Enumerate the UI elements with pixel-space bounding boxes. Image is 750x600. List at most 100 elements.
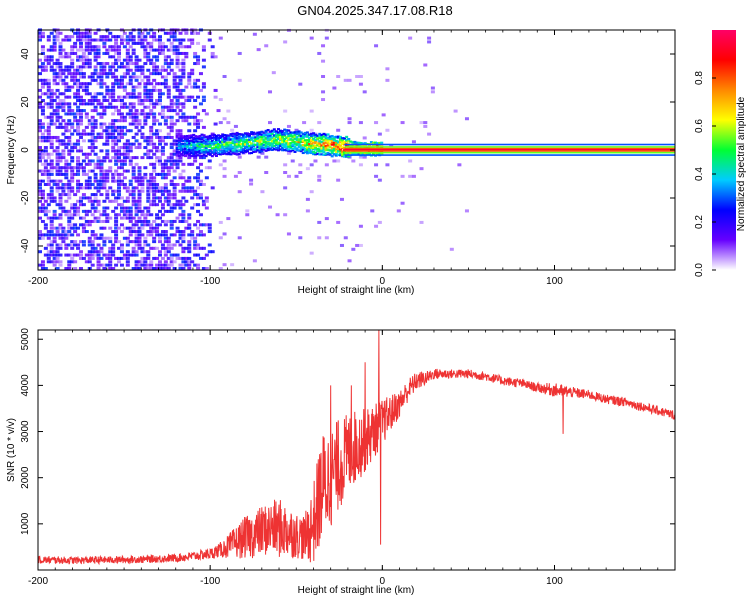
heatmap-ridge-cell xyxy=(192,133,196,137)
heatmap-cell xyxy=(119,246,124,250)
heatmap-cell xyxy=(201,85,206,89)
heatmap-cell xyxy=(55,135,60,139)
heatmap-ridge-cell xyxy=(287,142,291,145)
heatmap-cell xyxy=(111,209,116,213)
heatmap-cell xyxy=(181,216,186,220)
heatmap-cell xyxy=(58,105,63,109)
heatmap-cell xyxy=(169,162,174,166)
heatmap-cell xyxy=(70,169,75,173)
heatmap-ridge-cell xyxy=(181,150,185,153)
heatmap-cell xyxy=(336,178,341,182)
heatmap-ridge-cell xyxy=(301,148,305,151)
heatmap-ridge-cell xyxy=(328,135,332,138)
heatmap-cell xyxy=(137,169,142,173)
heatmap-cell xyxy=(187,78,192,82)
heatmap-cell xyxy=(181,105,186,109)
heatmap-cell xyxy=(430,86,435,90)
heatmap-cell xyxy=(70,48,75,52)
heatmap-cell xyxy=(96,92,101,96)
heatmap-cell xyxy=(210,186,215,190)
heatmap-cell xyxy=(38,152,42,156)
heatmap-ridge-cell xyxy=(206,138,210,141)
heatmap-cell xyxy=(38,102,42,106)
heatmap-cell xyxy=(46,122,51,126)
heatmap-cell xyxy=(187,129,192,133)
heatmap-cell xyxy=(108,65,113,69)
heatmap-cell xyxy=(149,129,154,133)
heatmap-cell xyxy=(321,98,326,102)
heatmap-cell xyxy=(152,88,157,92)
heatmap-ridge-cell xyxy=(245,145,249,148)
heatmap-cell xyxy=(198,183,203,186)
heatmap-cell xyxy=(351,159,356,163)
heatmap-ridge-cell xyxy=(297,130,301,133)
heatmap-cell xyxy=(169,146,174,150)
heatmap-cell xyxy=(49,45,54,49)
heatmap-cell xyxy=(76,35,81,39)
heatmap-ridge-cell xyxy=(177,150,181,153)
heatmap-cell xyxy=(172,162,177,166)
heatmap-cell xyxy=(122,256,127,260)
heatmap-cell xyxy=(43,246,48,250)
heatmap-cell xyxy=(169,45,174,49)
heatmap-ridge-cell xyxy=(270,136,274,139)
heatmap-cell xyxy=(122,85,127,89)
heatmap-cell xyxy=(143,112,148,116)
heatmap-cell xyxy=(175,65,180,69)
heatmap-cell xyxy=(99,246,104,250)
heatmap-ridge-cell xyxy=(281,146,285,150)
heatmap-cell xyxy=(61,105,66,109)
heatmap-cell xyxy=(128,105,133,109)
heatmap-cell xyxy=(160,115,165,119)
heatmap-ridge-cell xyxy=(314,140,318,143)
heatmap-cell xyxy=(196,62,201,66)
heatmap-cell xyxy=(163,105,168,109)
heatmap-cell xyxy=(134,65,139,69)
heatmap-cell xyxy=(155,146,160,150)
heatmap-cell xyxy=(58,55,63,59)
heatmap-cell xyxy=(102,38,107,42)
heatmap-ridge-cell xyxy=(287,129,291,132)
heatmap-cell xyxy=(163,260,168,264)
heatmap-cell xyxy=(67,129,72,133)
heatmap-cell xyxy=(90,219,95,223)
heatmap-cell xyxy=(152,48,157,52)
heatmap-cell xyxy=(146,223,151,227)
heatmap-steady-band xyxy=(344,147,675,150)
heatmap-cell xyxy=(87,196,92,200)
heatmap-ridge-cell xyxy=(264,149,268,152)
heatmap-ridge-cell xyxy=(334,145,338,148)
heatmap-cell xyxy=(169,206,174,210)
heatmap-ridge-cell xyxy=(293,147,297,150)
heatmap-cell xyxy=(40,263,45,267)
heatmap-ridge-cell xyxy=(334,141,338,144)
heatmap-ridge-cell xyxy=(297,149,301,152)
heatmap-cell xyxy=(64,236,69,240)
heatmap-cell xyxy=(218,121,223,125)
heatmap-ridge-cell xyxy=(324,148,328,152)
heatmap-ridge-cell xyxy=(279,142,283,145)
heatmap-cell xyxy=(166,88,171,92)
heatmap-ridge-cell xyxy=(241,136,245,139)
heatmap-cell xyxy=(119,256,124,260)
heatmap-cell xyxy=(137,236,142,240)
heatmap-ridge-cell xyxy=(303,150,307,154)
heatmap-cell xyxy=(256,48,261,52)
heatmap-cell xyxy=(99,72,104,76)
heatmap-cell xyxy=(157,189,162,193)
heatmap-ridge-cell xyxy=(291,135,295,138)
heatmap-cell xyxy=(172,253,177,257)
heatmap-cell xyxy=(84,82,89,86)
heatmap-cell xyxy=(131,92,136,96)
heatmap-cell xyxy=(181,75,186,79)
heatmap-cell xyxy=(108,226,113,230)
heatmap-cell xyxy=(76,183,81,186)
heatmap-cell xyxy=(114,159,119,163)
heatmap-cell xyxy=(111,193,116,197)
heatmap-cell xyxy=(178,203,183,207)
heatmap-ridge-cell xyxy=(241,148,245,151)
heatmap-ridge-cell xyxy=(260,133,264,136)
heatmap-cell xyxy=(117,179,122,183)
heatmap-ridge-cell xyxy=(179,135,183,138)
heatmap-ridge-cell xyxy=(256,135,260,138)
